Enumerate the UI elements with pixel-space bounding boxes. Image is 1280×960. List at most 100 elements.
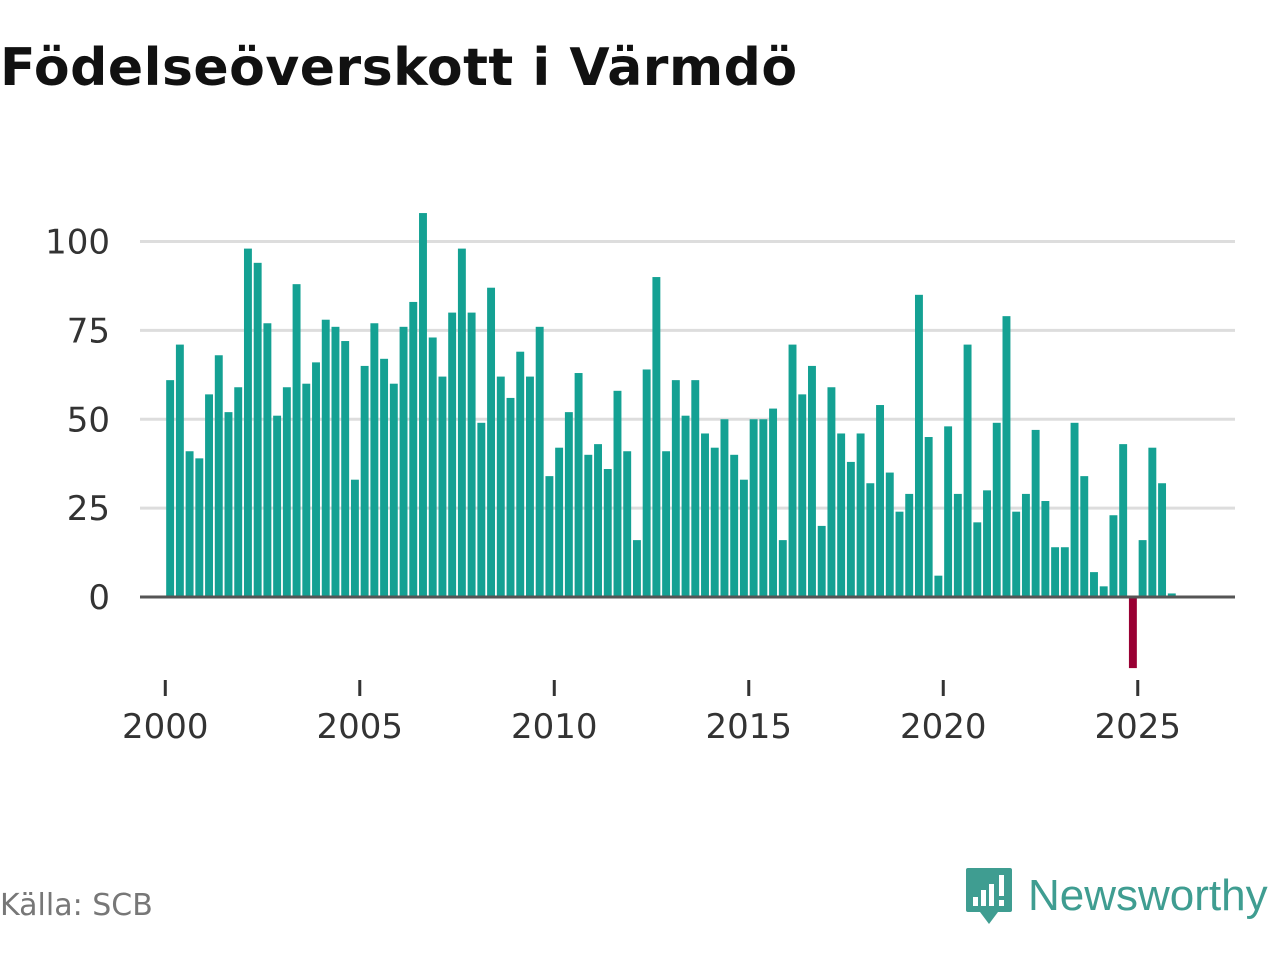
bar: [856, 433, 865, 597]
y-tick-label: 50: [67, 400, 110, 440]
bar: [769, 408, 778, 597]
bar: [817, 525, 826, 597]
bar: [312, 362, 320, 597]
bar: [282, 387, 291, 597]
bar: [720, 419, 729, 597]
bar: [895, 511, 904, 597]
bar: [389, 383, 398, 597]
bar: [555, 447, 564, 597]
bar: [516, 351, 525, 597]
bar: [827, 387, 836, 597]
bar: [739, 479, 748, 598]
bar: [837, 433, 846, 597]
bars: [166, 213, 1176, 669]
bar: [953, 493, 962, 597]
bar: [350, 479, 359, 598]
bar: [457, 248, 466, 598]
bar: [263, 323, 272, 597]
brand-name: Newsworthy: [1028, 871, 1268, 920]
bar: [652, 277, 661, 597]
bar: [477, 422, 486, 597]
bar: [1099, 586, 1108, 598]
bar: [273, 415, 282, 597]
bar: [243, 248, 252, 598]
bar: [526, 376, 534, 597]
bar: [808, 365, 816, 597]
bar: [1060, 547, 1069, 597]
bar: [545, 476, 554, 597]
bar: [409, 301, 418, 597]
y-tick-label: 25: [67, 489, 110, 529]
bar: [1148, 447, 1157, 597]
bar: [166, 380, 175, 597]
bar: [214, 355, 223, 597]
bar: [944, 426, 953, 597]
bar: [1021, 493, 1030, 597]
bar: [681, 415, 690, 597]
bar-chart-speech-icon: [966, 868, 1012, 924]
bar: [671, 380, 680, 597]
bar: [564, 412, 573, 597]
bar: [428, 337, 437, 597]
bar: [1080, 476, 1089, 597]
bar: [574, 373, 583, 597]
bar: [934, 575, 943, 597]
axes: 0 25 50 75 100 2000 2005 2010 2015 2020 2025: [45, 223, 1235, 747]
bar: [885, 472, 894, 597]
bar: [924, 437, 933, 597]
bar: [224, 412, 233, 597]
brand-logo: Newsworthy: [964, 866, 1268, 926]
x-tick-label: 2015: [705, 707, 792, 747]
bar: [632, 540, 641, 597]
x-tick-label: 2020: [900, 707, 987, 747]
bar: [778, 540, 787, 597]
y-tick-label: 75: [67, 311, 110, 351]
bar: [710, 447, 719, 597]
x-tick-label: 2010: [511, 707, 598, 747]
bar: [506, 397, 515, 597]
bar: [419, 213, 427, 597]
bar: [594, 444, 602, 597]
bar: [185, 451, 194, 597]
bar: [992, 422, 1001, 597]
bar: [701, 433, 709, 597]
bar: [963, 344, 972, 598]
bar: [292, 284, 301, 597]
bar: [399, 326, 408, 597]
bar: [535, 326, 544, 597]
bar: [759, 419, 768, 597]
bar: [448, 312, 457, 597]
y-tick-label: 0: [88, 578, 110, 618]
bar: [438, 376, 447, 597]
bar: [234, 387, 243, 597]
bar: [846, 461, 855, 597]
bar: [302, 383, 311, 597]
x-tick-label: 2025: [1094, 707, 1181, 747]
bar: [866, 483, 875, 597]
bar: [496, 376, 505, 597]
bar: [730, 454, 739, 597]
bar: [662, 451, 671, 597]
bar: [1158, 483, 1167, 597]
bar: [341, 341, 350, 597]
bar: [195, 458, 204, 598]
bar: [603, 469, 612, 597]
bar: [360, 365, 369, 597]
x-tick-label: 2000: [122, 707, 209, 747]
bar: [642, 369, 651, 597]
bar: [1128, 597, 1137, 669]
bar: [487, 287, 496, 597]
bar: [1167, 593, 1176, 598]
bar: [1031, 429, 1040, 597]
bar: [205, 394, 213, 598]
bar: [1119, 444, 1128, 597]
bar: [973, 522, 982, 598]
bar: [1012, 511, 1021, 597]
bar: [1109, 515, 1118, 598]
bar: [798, 394, 807, 598]
y-tick-label: 100: [45, 223, 110, 263]
chart-title: Födelseöverskott i Värmdö: [0, 38, 798, 98]
bar: [914, 294, 923, 597]
bar: [1002, 316, 1011, 597]
